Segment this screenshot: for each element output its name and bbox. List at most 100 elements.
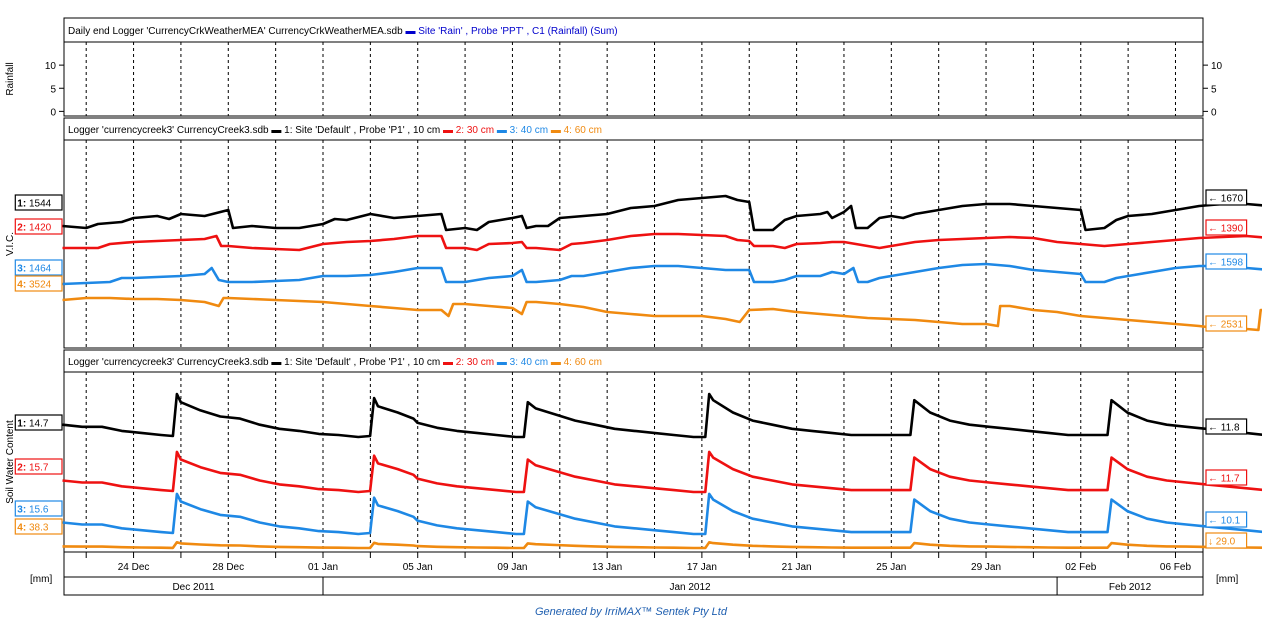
vic-end-label-box [1205,219,1248,236]
legend-entry: 3: 40 cm [510,357,551,368]
x-tick-label: 25 Jan [876,562,906,573]
vic-start-label-box [14,259,63,276]
label-index: 2: [17,463,26,474]
legend-swatch: ▬ [551,125,564,136]
unit-label-right: [mm] [1216,574,1238,585]
y-tick-label-right: 0 [1211,107,1217,118]
label-value: 3524 [26,280,51,291]
x-tick-label: 01 Jan [308,562,338,573]
x-tick-label: 09 Jan [497,562,527,573]
y-axis-label: Rainfall [5,62,16,95]
label-value: 1464 [26,264,51,275]
label-value: 38.3 [26,523,49,534]
vic-start-label-box [14,194,63,211]
swc-series-line [62,450,1262,494]
legend-swatch: ▬ [271,125,284,136]
label-index: 3: [17,264,26,275]
swc-start-label: 4: 38.3 [17,523,49,534]
swc-end-label-box [1205,469,1248,486]
x-tick-label: 05 Jan [403,562,433,573]
vic-series-line [62,262,1262,286]
legend-entry: 1: Site 'Default' , Probe 'P1' , 10 cm [284,125,443,136]
vic-end-label-box [1205,315,1248,332]
label-index: 1: [17,199,26,210]
month-label: Feb 2012 [1109,582,1152,593]
panel-frame [63,117,1204,349]
label-index: 1: [17,419,26,430]
x-tick-label: 02 Feb [1065,562,1097,573]
x-axis-band [63,551,1204,596]
panel-frame [63,17,1204,117]
vic-series-line [62,194,1262,232]
vic-start-label: 3: 1464 [17,264,51,275]
swc-series-line [62,541,1262,550]
vic-start-label: 2: 1420 [17,223,51,234]
y-tick-label-left: 5 [50,84,56,95]
header-source: Logger 'currencycreek3' CurrencyCreek3.s… [68,357,271,368]
x-tick-label: 29 Jan [971,562,1001,573]
y-tick-label-left: 10 [45,61,57,72]
panel-frame [63,349,1204,553]
swc-end-label-box [1205,418,1248,435]
panel-swc: Logger 'currencycreek3' CurrencyCreek3.s… [5,349,1204,553]
vic-start-label: 4: 3524 [17,280,51,291]
legend-swatch: ▬ [497,357,510,368]
vic-start-label-box [14,218,63,235]
legend-swatch: ▬ [497,125,510,136]
x-tick-label: 17 Jan [687,562,717,573]
y-tick-label-right: 5 [1211,84,1217,95]
label-value: 1544 [26,199,51,210]
label-index: 4: [17,523,26,534]
legend-entry: 2: 30 cm [456,125,497,136]
legend-entry: 4: 60 cm [564,125,602,136]
vic-end-label: ← 1598 [1208,258,1243,269]
swc-end-label-box [1205,532,1248,549]
label-value: 1420 [26,223,51,234]
panel-header: Logger 'currencycreek3' CurrencyCreek3.s… [68,357,602,368]
vic-series-line [62,296,1262,332]
legend-swatch: ▬ [443,125,456,136]
swc-end-label: ↓ 29.0 [1208,537,1236,548]
footer-credit: Generated by IrriMAX™ Sentek Pty Ltd [535,606,727,618]
x-tick-label: 21 Jan [782,562,812,573]
vic-end-label-box [1205,189,1248,206]
label-value: 15.7 [26,463,49,474]
swc-end-label-box [1205,511,1248,528]
panel-rainfall: Daily end Logger 'CurrencyCrkWeatherMEA'… [5,17,1204,117]
x-tick-label: 28 Dec [212,562,244,573]
y-axis-label: V.I.C. [5,232,16,256]
panel-header: Daily end Logger 'CurrencyCrkWeatherMEA'… [68,26,618,37]
panel-vic: Logger 'currencycreek3' CurrencyCreek3.s… [5,117,1204,349]
label-index: 4: [17,280,26,291]
label-index: 2: [17,223,26,234]
swc-start-label: 3: 15.6 [17,505,49,516]
y-tick-label-left: 0 [50,107,56,118]
label-value: 14.7 [26,419,49,430]
swc-end-label: ← 11.8 [1208,423,1240,434]
header-source: Daily end Logger 'CurrencyCrkWeatherMEA'… [68,26,405,37]
legend-swatch: ▬ [405,26,418,37]
panel-header: Logger 'currencycreek3' CurrencyCreek3.s… [68,125,602,136]
x-tick-label: 13 Jan [592,562,622,573]
swc-start-label-box [14,518,63,535]
month-label: Jan 2012 [669,582,711,593]
swc-start-label-box [14,500,63,517]
x-tick-label: 06 Feb [1160,562,1192,573]
month-label: Dec 2011 [172,582,215,593]
legend-swatch: ▬ [551,357,564,368]
unit-label-left: [mm] [30,574,52,585]
y-axis-label: Soil Water Content [5,420,16,504]
legend-swatch: ▬ [271,357,284,368]
header-source: Logger 'currencycreek3' CurrencyCreek3.s… [68,125,271,136]
swc-end-label: ← 10.1 [1208,516,1241,527]
swc-start-label: 1: 14.7 [17,419,49,430]
vic-end-label-box [1205,253,1248,270]
legend-entry: 3: 40 cm [510,125,551,136]
vic-end-label: ← 1390 [1208,224,1243,235]
swc-start-label: 2: 15.7 [17,463,49,474]
legend-entry: 2: 30 cm [456,357,497,368]
swc-end-label: ← 11.7 [1208,474,1240,485]
swc-series-line [62,392,1262,439]
legend-swatch: ▬ [443,357,456,368]
